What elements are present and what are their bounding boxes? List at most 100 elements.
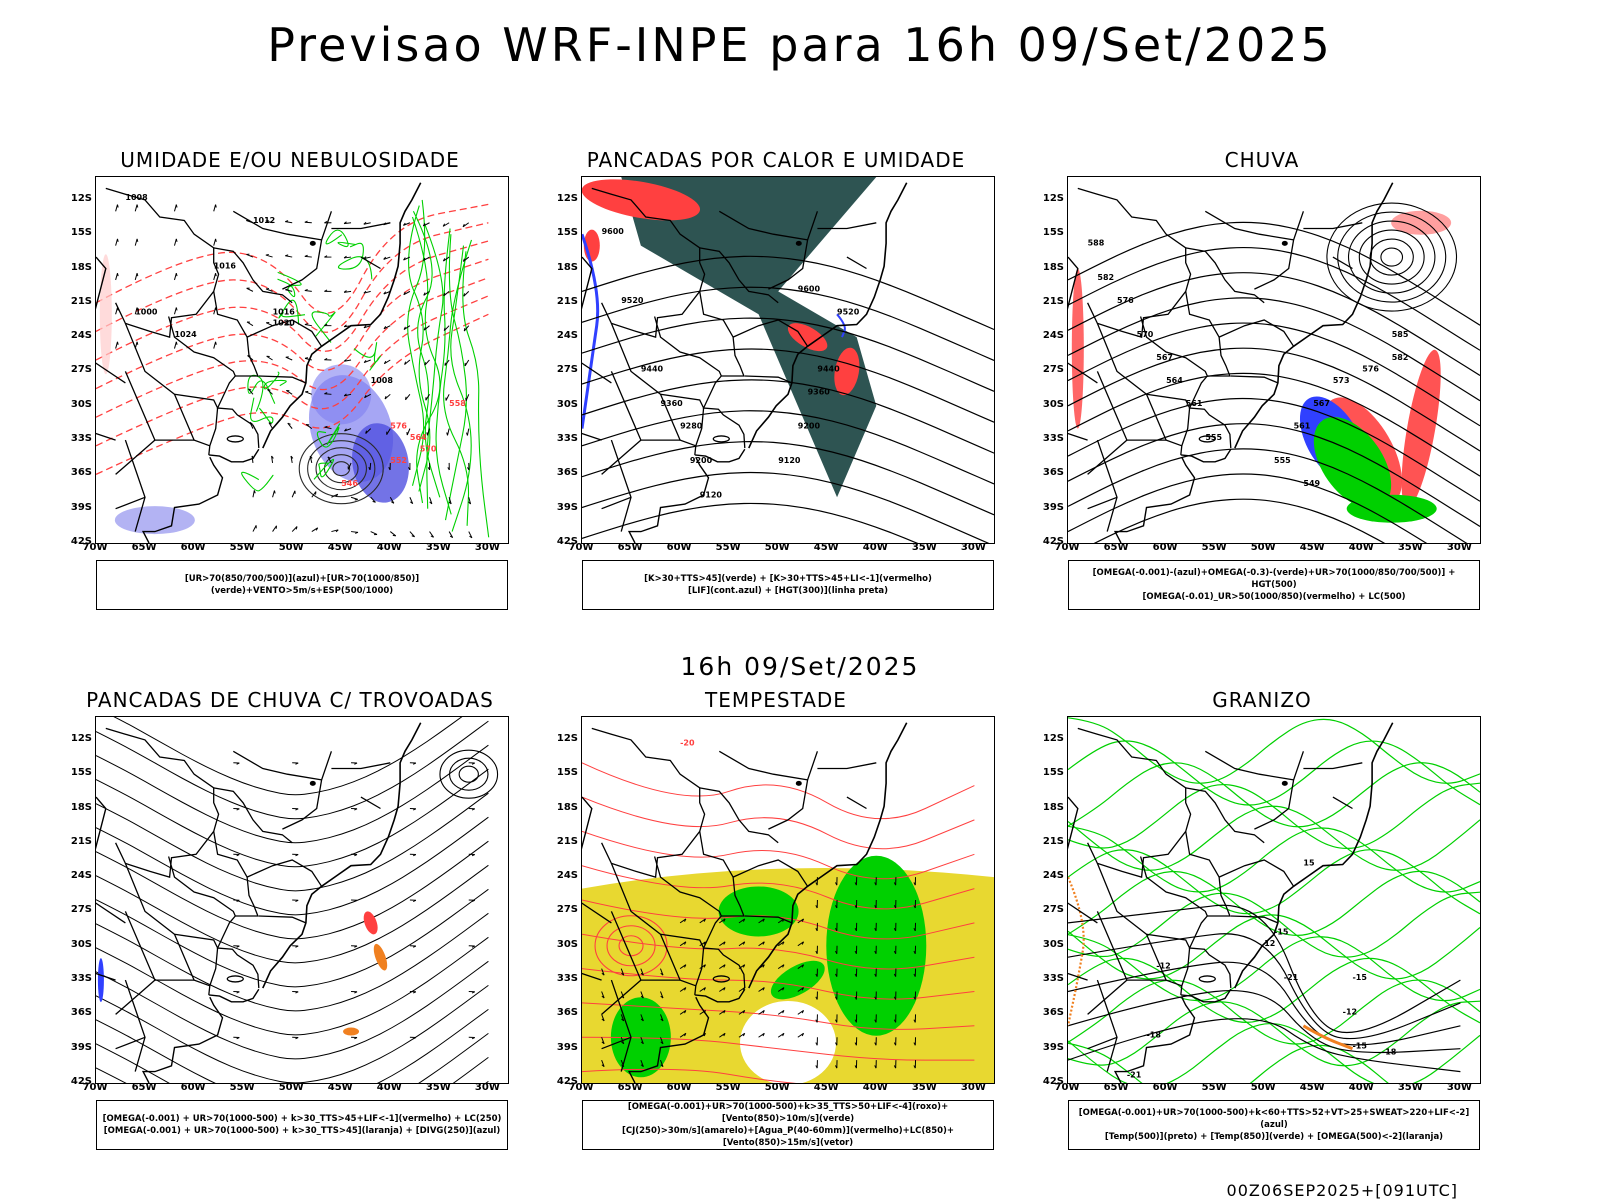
latitude-axis: 12S 15S 18S 21S 24S 27S 30S 33S 36S 39S 42S [556, 716, 580, 1082]
latitude-tick-label: 24S [557, 330, 578, 341]
forecast-time-label: 16h 09/Set/2025 [0, 652, 1600, 681]
latitude-tick-label: 12S [71, 193, 92, 204]
latitude-tick-label: 33S [71, 433, 92, 444]
longitude-tick-label: 35W [426, 1082, 451, 1093]
longitude-tick-label: 35W [912, 542, 937, 553]
contour-label: 546 [341, 479, 358, 488]
latitude-tick-label: 30S [1043, 939, 1064, 950]
longitude-tick-label: 60W [667, 542, 692, 553]
panel-legend: [OMEGA(-0.001)-(azul)+OMEGA(-0.3)-(verde… [1068, 560, 1480, 610]
latitude-tick-label: 30S [557, 399, 578, 410]
longitude-tick-label: 55W [1202, 1082, 1227, 1093]
latitude-tick-label: 21S [1043, 296, 1064, 307]
latitude-tick-label: 24S [1043, 330, 1064, 341]
longitude-tick-label: 30W [1447, 1082, 1472, 1093]
map-svg: 5885825765705675645615555855825765735675… [1068, 177, 1480, 543]
contour-label: 576 [1117, 296, 1134, 305]
latitude-tick-label: 33S [557, 973, 578, 984]
latitude-tick-label: 39S [71, 1042, 92, 1053]
panel-title: PANCADAS POR CALOR E UMIDADE [556, 148, 996, 172]
legend-line: [OMEGA(-0.001)+UR>70(1000-500)+k<60+TTS>… [1069, 1107, 1479, 1131]
panel-trovoadas: PANCADAS DE CHUVA C/ TROVOADAS 12S 15S 18S 2… [70, 688, 510, 1163]
contour-label: 567 [1156, 353, 1173, 362]
longitude-tick-label: 40W [1349, 1082, 1374, 1093]
map-svg: -12 -15 -18 -21 -12 -15 -18 -21 -15 12 15 [1068, 717, 1480, 1083]
legend-line: [OMEGA(-0.01)_UR>50(1000/850)(vermelho) … [1142, 591, 1405, 603]
latitude-tick-label: 15S [1043, 227, 1064, 238]
longitude-tick-label: 70W [569, 1082, 594, 1093]
longitude-tick-label: 45W [814, 542, 839, 553]
contour-label: -20 [680, 739, 695, 748]
longitude-tick-label: 35W [912, 1082, 937, 1093]
longitude-tick-label: 60W [1153, 1082, 1178, 1093]
contour-label: 585 [1392, 330, 1409, 339]
contour-label: 582 [1392, 353, 1409, 362]
latitude-tick-label: 15S [71, 227, 92, 238]
panel-umidade: UMIDADE E/OU NEBULOSIDADE 12S 15S 18S 21S 24S… [70, 148, 510, 623]
panel-granizo: GRANIZO 12S 15S 18S 21S 24S 27S 30S 33S 36S 39S 42S… [1042, 688, 1482, 1163]
panel-title: PANCADAS DE CHUVA C/ TROVOADAS [70, 688, 510, 712]
longitude-tick-label: 55W [1202, 542, 1227, 553]
contour-label: 576 [1362, 364, 1379, 373]
latitude-tick-label: 12S [71, 733, 92, 744]
contour-label: 561 [1294, 422, 1311, 431]
longitude-tick-label: 40W [377, 542, 402, 553]
panel-title: TEMPESTADE [556, 688, 996, 712]
contour-label: 1000 [135, 307, 158, 316]
contour-label: 555 [1274, 456, 1291, 465]
contour-label: 15 [1303, 859, 1315, 868]
longitude-tick-label: 55W [716, 542, 741, 553]
longitude-tick-label: 65W [1104, 542, 1129, 553]
longitude-tick-label: 40W [377, 1082, 402, 1093]
latitude-tick-label: 12S [1043, 733, 1064, 744]
contour-label: 9280 [680, 422, 703, 431]
contour-label: 1012 [253, 216, 275, 225]
latitude-tick-label: 36S [1043, 467, 1064, 478]
longitude-axis: 70W 65W 60W 55W 50W 45W 40W 35W 30W [581, 542, 993, 556]
longitude-tick-label: 45W [814, 1082, 839, 1093]
legend-line: [Temp(500)](preto) + [Temp(850)](verde) … [1105, 1131, 1443, 1143]
latitude-tick-label: 24S [1043, 870, 1064, 881]
legend-line: [OMEGA(-0.001) + UR>70(1000-500) + k>30_… [104, 1125, 500, 1137]
longitude-axis: 70W 65W 60W 55W 50W 45W 40W 35W 30W [95, 1082, 507, 1096]
map-svg: -20 [582, 717, 994, 1083]
map-plot: -20 [581, 716, 995, 1084]
contour-label: 588 [1088, 239, 1105, 248]
contour-label: 9440 [641, 364, 664, 373]
longitude-tick-label: 65W [132, 542, 157, 553]
contour-label: 570 [420, 445, 437, 454]
latitude-tick-label: 15S [557, 227, 578, 238]
contour-label: 9520 [837, 307, 860, 316]
latitude-tick-label: 30S [71, 399, 92, 410]
longitude-tick-label: 50W [765, 1082, 790, 1093]
contour-label: 9600 [602, 227, 625, 236]
longitude-tick-label: 40W [863, 1082, 888, 1093]
longitude-axis: 70W 65W 60W 55W 50W 45W 40W 35W 30W [1067, 1082, 1479, 1096]
contour-label: 564 [410, 433, 427, 442]
longitude-tick-label: 35W [426, 542, 451, 553]
longitude-tick-label: 60W [181, 542, 206, 553]
map-plot: -12 -15 -18 -21 -12 -15 -18 -21 -15 12 15 [1067, 716, 1481, 1084]
longitude-tick-label: 70W [83, 542, 108, 553]
latitude-axis: 12S 15S 18S 21S 24S 27S 30S 33S 36S 39S 42S [70, 716, 94, 1082]
longitude-tick-label: 65W [618, 1082, 643, 1093]
longitude-tick-label: 45W [328, 542, 353, 553]
contour-label: 1016 [273, 307, 296, 316]
latitude-tick-label: 18S [1043, 262, 1064, 273]
latitude-tick-label: 21S [557, 296, 578, 307]
panel-title: GRANIZO [1042, 688, 1482, 712]
longitude-tick-label: 60W [667, 1082, 692, 1093]
contour-label: 582 [1097, 273, 1114, 282]
longitude-tick-label: 65W [132, 1082, 157, 1093]
contour-label: 1008 [371, 376, 394, 385]
latitude-tick-label: 15S [557, 767, 578, 778]
contour-label: -12 [1343, 1007, 1357, 1016]
panel-title: CHUVA [1042, 148, 1482, 172]
map-plot [95, 716, 509, 1084]
latitude-tick-label: 33S [557, 433, 578, 444]
run-code-label: 00Z06SEP2025+[091UTC] [1227, 1181, 1458, 1200]
legend-line: [OMEGA(-0.001) + UR>70(1000-500) + k>30_… [103, 1113, 502, 1125]
legend-line: [K>30+TTS>45](verde) + [K>30+TTS>45+LI<-… [644, 573, 932, 585]
latitude-tick-label: 36S [71, 467, 92, 478]
legend-line: [OMEGA(-0.001)-(azul)+OMEGA(-0.3)-(verde… [1069, 567, 1479, 591]
